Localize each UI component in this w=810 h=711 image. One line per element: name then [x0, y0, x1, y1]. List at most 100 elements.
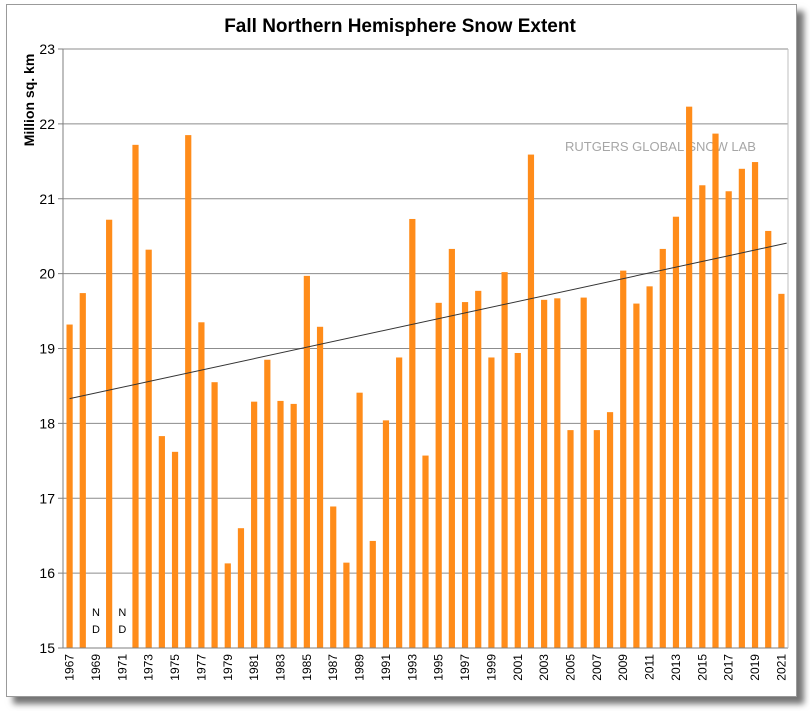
x-tick-label: 2017 [722, 654, 736, 681]
bar-1967 [66, 324, 73, 648]
x-tick-label: 1981 [247, 654, 261, 681]
bar-2019 [751, 162, 759, 648]
bar-1970 [106, 219, 113, 648]
no-data-label: D [118, 624, 126, 636]
x-tick-label: 1969 [89, 654, 103, 681]
bar-1979 [224, 563, 231, 648]
bar-1982 [264, 359, 271, 648]
y-tick-label: 23 [39, 41, 55, 57]
bar-2005 [567, 430, 574, 648]
x-tick-label: 1989 [353, 654, 367, 681]
watermark-label: RUTGERS GLOBAL SNOW LAB [565, 139, 756, 154]
bar-2000 [501, 272, 508, 648]
axes [58, 48, 789, 649]
x-tick-label: 1983 [274, 654, 288, 681]
bar-1994 [422, 455, 429, 648]
x-tick-label: 2007 [590, 654, 604, 681]
x-tick-label: 1975 [168, 654, 182, 681]
bar-1985 [303, 275, 310, 648]
bar-1987 [330, 506, 337, 648]
bar-1989 [356, 392, 363, 648]
bar-2003 [541, 299, 548, 648]
bar-1975 [171, 451, 179, 648]
bar-2015 [699, 185, 706, 648]
bar-2010 [633, 303, 640, 648]
x-tick-label: 2013 [669, 654, 683, 681]
x-tick-label: 2003 [537, 654, 551, 681]
bar-1999 [488, 357, 495, 648]
bar-1996 [448, 248, 455, 648]
x-tick-label: 2011 [643, 654, 657, 680]
x-tick-label: 1999 [484, 654, 498, 681]
bar-1981 [251, 401, 258, 648]
bar-2014 [686, 106, 693, 648]
bar-1991 [382, 420, 390, 648]
x-tick-label: 1967 [63, 654, 77, 681]
bar-2013 [672, 216, 680, 648]
y-tick-label: 18 [39, 415, 55, 431]
x-tick-label: 2001 [511, 654, 525, 681]
trendline-group [69, 242, 787, 400]
y-tick-labels: 15 16 17 18 19 20 21 22 23 [39, 41, 55, 656]
bar-1980 [237, 528, 245, 648]
bar-2001 [514, 352, 521, 648]
bar-2021 [778, 293, 785, 648]
bar-2011 [646, 286, 653, 648]
x-tick-labels: 1967 1969 1971 1973 1975 1977 1979 1981 1983 1985… [63, 654, 789, 681]
x-tick-label: 2019 [748, 654, 762, 681]
bar-2009 [620, 270, 627, 648]
bar-2020 [765, 230, 772, 649]
x-tick-label: 1977 [194, 654, 208, 681]
gridlines [63, 48, 788, 574]
y-tick-label: 17 [39, 490, 55, 506]
no-data-label: D [92, 624, 100, 636]
bar-1998 [475, 290, 482, 648]
bar-1968 [79, 293, 86, 648]
bar-2006 [580, 297, 587, 648]
bar-1995 [435, 302, 442, 648]
bar-2002 [527, 154, 535, 649]
bar-1993 [409, 218, 416, 648]
x-tick-label: 2021 [774, 654, 788, 681]
bar-2007 [593, 430, 600, 648]
bar-1978 [211, 382, 218, 648]
bar-2004 [554, 298, 561, 648]
x-tick-label: 1993 [405, 654, 419, 681]
bar-1986 [316, 326, 324, 648]
x-tick-label: 2009 [616, 654, 630, 681]
y-tick-label: 22 [39, 116, 55, 132]
bar-1976 [185, 135, 192, 648]
bar-1977 [198, 322, 205, 648]
chart-title: Fall Northern Hemisphere Snow Extent [224, 16, 576, 37]
x-tick-label: 1987 [326, 654, 340, 681]
y-tick-label: 21 [39, 191, 55, 207]
no-data-label: N [118, 607, 126, 619]
bar-1972 [132, 144, 139, 648]
x-tick-label: 1985 [300, 654, 314, 681]
bar-2016 [712, 133, 719, 648]
bar-1990 [369, 540, 376, 648]
x-tick-label: 1997 [458, 654, 472, 681]
no-data-label: N [92, 607, 100, 619]
y-tick-label: 15 [39, 640, 55, 656]
x-tick-label: 1991 [379, 654, 393, 681]
trendline [69, 242, 787, 400]
bar-1984 [290, 403, 297, 648]
x-tick-label: 2015 [695, 654, 709, 681]
y-tick-label: 16 [39, 565, 55, 581]
bar-1997 [461, 302, 469, 648]
x-tick-label: 1995 [432, 654, 446, 681]
bars [66, 106, 785, 649]
y-tick-label: 19 [39, 341, 55, 357]
bar-2008 [606, 412, 614, 648]
bar-1973 [145, 249, 152, 649]
x-tick-label: 2005 [564, 654, 578, 681]
bar-2018 [738, 168, 745, 649]
x-tick-label: 1973 [142, 654, 156, 681]
y-axis-label: Million sq. km [21, 54, 37, 147]
bar-1988 [343, 562, 350, 648]
y-tick-label: 20 [39, 266, 55, 282]
x-tick-label: 1971 [115, 654, 129, 681]
x-tick-label: 1979 [221, 654, 235, 681]
